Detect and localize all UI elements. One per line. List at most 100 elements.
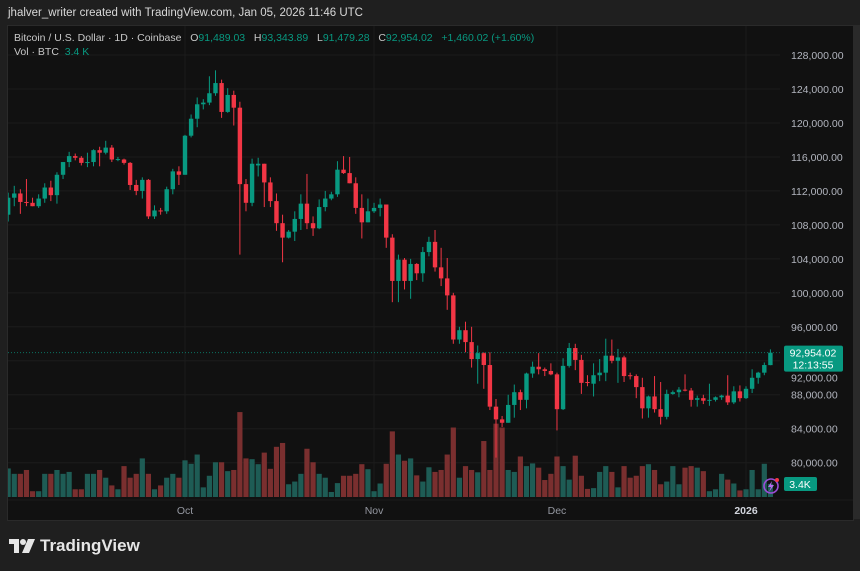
candle-body [579, 359, 584, 383]
candle-body [365, 211, 371, 223]
candle-body [79, 157, 84, 163]
candle [627, 372, 633, 380]
candle-body [737, 391, 743, 399]
volume-bar [145, 473, 152, 497]
candle [207, 76, 212, 106]
y-tick-label: 112,000.00 [791, 186, 843, 198]
volume-bar [279, 442, 286, 497]
candle [512, 384, 517, 418]
candle-body [73, 156, 78, 158]
volume-bar [651, 469, 658, 497]
symbol-name[interactable]: Bitcoin / U.S. Dollar · 1D · Coinbase [14, 32, 182, 44]
candle-body [188, 118, 194, 136]
candle-body [695, 398, 700, 400]
candle-body [451, 295, 456, 340]
volume-bar [334, 483, 341, 497]
candle-body [304, 203, 310, 224]
low-value: 91,479.28 [322, 32, 370, 44]
candle-body [30, 202, 35, 207]
low-label: L [316, 32, 323, 44]
volume-bar [255, 464, 261, 497]
candle [640, 377, 645, 419]
candle-body [688, 390, 694, 400]
volume-bar [90, 473, 97, 497]
volume-bar [676, 484, 682, 497]
volume-bar [444, 454, 450, 497]
candlestick-chart[interactable]: 128,000.00 124,000.00 120,000.00 116,000.00… [8, 26, 853, 520]
candle-body [573, 348, 578, 360]
candle [432, 229, 438, 272]
candle-body [390, 237, 395, 281]
volume-bar [639, 466, 645, 497]
candle-body [54, 174, 60, 196]
candle [756, 371, 761, 384]
candle [463, 321, 468, 353]
candle-body [8, 197, 11, 215]
candle [469, 326, 474, 368]
volume-bar [548, 473, 554, 497]
candle [603, 338, 608, 382]
volume-bar [499, 427, 505, 497]
candle-body [536, 366, 541, 370]
candle-body [463, 330, 468, 343]
candle [225, 88, 230, 113]
candle-body [701, 398, 706, 401]
candle [621, 355, 627, 383]
candle-body [274, 201, 279, 224]
candle [97, 146, 102, 167]
right-scrollbar[interactable] [854, 25, 860, 519]
volume-bar [237, 412, 243, 497]
candle-body [408, 263, 413, 281]
volume-bar [767, 483, 774, 497]
chart-pane[interactable]: 128,000.00 124,000.00 120,000.00 116,000.00… [7, 25, 854, 521]
volume-bar [182, 460, 188, 497]
lightning-icon[interactable] [763, 478, 779, 494]
candle [18, 189, 23, 214]
symbol-legend: Bitcoin / U.S. Dollar · 1D · Coinbase O9… [14, 31, 534, 59]
volume-bar [194, 454, 200, 497]
candle-body [298, 203, 304, 219]
candle [323, 190, 328, 212]
candle-body [121, 159, 127, 163]
candle [457, 326, 462, 344]
candle [249, 158, 255, 207]
tradingview-logo[interactable]: TradingView [9, 536, 140, 556]
candle [688, 387, 694, 407]
candle [274, 193, 279, 231]
volume-bar [340, 475, 347, 497]
volume-bar [481, 441, 487, 497]
candle [341, 156, 346, 174]
candle-body [85, 162, 90, 164]
candle-body [134, 184, 139, 191]
volume-bar [243, 458, 249, 497]
candle-body [219, 83, 224, 112]
candle [707, 383, 712, 406]
volume-label[interactable]: Vol · BTC [14, 46, 59, 58]
volume-bar [286, 484, 292, 497]
volume-bar [401, 460, 408, 497]
candle-body [66, 156, 72, 163]
candle-body [414, 263, 419, 274]
volume-bar [66, 471, 72, 497]
candle [695, 395, 700, 407]
candle-body [170, 171, 176, 190]
candle [402, 258, 407, 290]
volume-bar [377, 483, 383, 497]
volume-bar [231, 469, 237, 497]
volume-bar [310, 462, 316, 497]
volume-bar [505, 469, 511, 497]
volume-bar [151, 489, 158, 497]
candle-body [201, 102, 206, 105]
volume-bar [322, 477, 328, 497]
volume-bar [121, 466, 127, 497]
y-tick-label: 100,000.00 [791, 288, 844, 300]
candle-body [353, 183, 358, 208]
candle-body [707, 399, 712, 401]
candle [85, 152, 90, 168]
candle-body [384, 204, 389, 238]
volume-bar [529, 463, 536, 497]
candle [597, 359, 602, 382]
candle [566, 342, 572, 368]
candle [560, 358, 566, 411]
volume-bar [206, 475, 212, 497]
